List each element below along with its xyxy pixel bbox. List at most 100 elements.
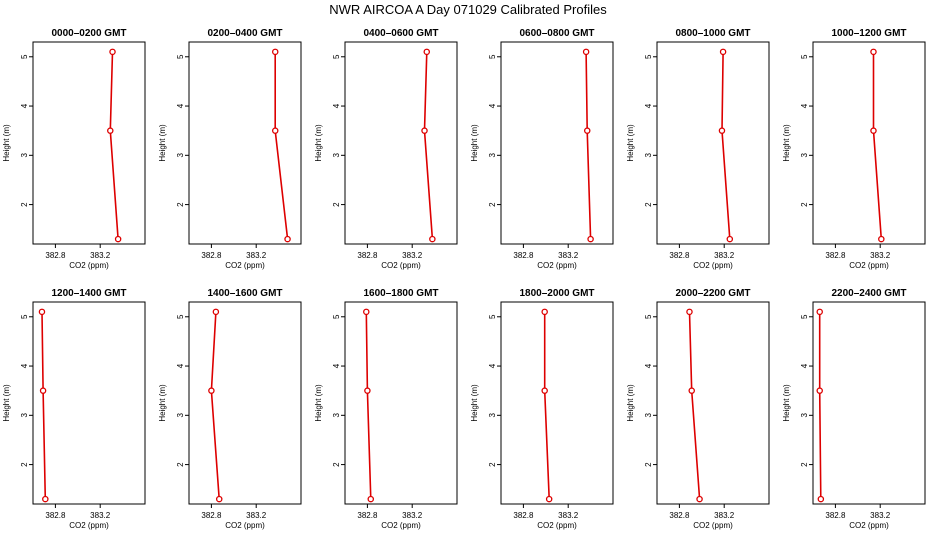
chart-title: 1400–1600 GMT <box>207 288 282 299</box>
profile-line <box>41 311 47 500</box>
profile-line <box>585 51 592 240</box>
profile-line <box>543 311 550 500</box>
y-tick-label: 2 <box>176 202 185 207</box>
data-point <box>718 127 726 134</box>
profile-line <box>365 311 372 500</box>
y-tick-label: 2 <box>20 462 29 467</box>
data-point <box>271 48 279 56</box>
y-axis-label: Height (m) <box>626 124 635 162</box>
y-tick-label: 3 <box>20 153 29 158</box>
y-tick-label: 5 <box>20 314 29 319</box>
chart-title: 1200–1400 GMT <box>51 288 126 299</box>
data-point <box>816 387 823 394</box>
plot-frame <box>344 301 458 505</box>
chart-title: 2000–2200 GMT <box>675 288 750 299</box>
chart-title: 2200–2400 GMT <box>831 288 906 299</box>
y-tick-label: 3 <box>800 153 809 158</box>
data-point <box>421 127 428 134</box>
x-axis-label: CO2 (ppm) <box>693 261 733 270</box>
x-tick-label: 383.2 <box>402 251 423 260</box>
plot-frame <box>500 41 614 245</box>
data-point <box>38 308 46 316</box>
x-tick-label: 383.2 <box>714 511 735 520</box>
x-axis-label: CO2 (ppm) <box>69 521 109 530</box>
y-tick-label: 3 <box>332 413 341 418</box>
y-tick-label: 2 <box>644 462 653 467</box>
y-axis-label: Height (m) <box>314 124 323 162</box>
y-tick-label: 4 <box>488 103 497 108</box>
y-tick-label: 2 <box>488 202 497 207</box>
x-tick-label: 383.2 <box>870 251 891 260</box>
data-point <box>878 235 885 243</box>
y-tick-label: 2 <box>644 202 653 207</box>
x-tick-label: 383.2 <box>246 511 267 520</box>
y-tick-label: 2 <box>176 462 185 467</box>
y-tick-label: 5 <box>800 54 809 59</box>
y-tick-label: 4 <box>332 363 341 368</box>
y-tick-label: 5 <box>488 54 497 59</box>
data-point <box>107 127 114 134</box>
y-tick-label: 5 <box>800 314 809 319</box>
y-tick-label: 2 <box>800 202 809 207</box>
plot-frame <box>656 41 770 245</box>
plot-frame <box>500 301 614 505</box>
y-axis-label: Height (m) <box>470 124 479 162</box>
profile-line <box>818 311 822 500</box>
data-point <box>686 308 693 316</box>
x-tick-label: 383.2 <box>90 511 111 520</box>
chart-title: 0600–0800 GMT <box>519 28 594 39</box>
x-tick-label: 382.8 <box>357 251 378 260</box>
y-tick-label: 3 <box>644 413 653 418</box>
y-tick-label: 3 <box>20 413 29 418</box>
x-tick-label: 382.8 <box>669 511 690 520</box>
data-point <box>367 495 375 503</box>
data-point <box>208 387 215 394</box>
x-axis-label: CO2 (ppm) <box>849 261 889 270</box>
plot-frame <box>32 301 146 505</box>
x-axis-label: CO2 (ppm) <box>381 521 421 530</box>
y-tick-label: 2 <box>20 202 29 207</box>
y-axis-label: Height (m) <box>626 384 635 422</box>
profile-line <box>109 51 119 240</box>
y-tick-label: 5 <box>176 54 185 59</box>
y-tick-label: 5 <box>644 314 653 319</box>
y-axis-label: Height (m) <box>782 124 791 162</box>
chart-title: 1000–1200 GMT <box>831 28 906 39</box>
profile-line <box>721 51 731 240</box>
data-point <box>583 127 591 134</box>
y-tick-label: 3 <box>488 413 497 418</box>
y-tick-label: 2 <box>800 462 809 467</box>
data-point <box>114 235 122 243</box>
y-tick-label: 4 <box>800 363 809 368</box>
data-point <box>817 495 825 503</box>
profile-line <box>423 51 434 240</box>
profile-line <box>274 51 289 240</box>
y-axis-label: Height (m) <box>314 384 323 422</box>
data-point <box>212 308 220 316</box>
y-tick-label: 2 <box>488 462 497 467</box>
x-tick-label: 382.8 <box>669 251 690 260</box>
x-tick-label: 382.8 <box>825 251 846 260</box>
y-tick-label: 5 <box>488 314 497 319</box>
y-axis-label: Height (m) <box>2 124 11 162</box>
y-tick-label: 5 <box>644 54 653 59</box>
data-point <box>726 235 734 243</box>
plot-frame <box>188 41 302 245</box>
x-axis-label: CO2 (ppm) <box>381 261 421 270</box>
chart-title: 0800–1000 GMT <box>675 28 750 39</box>
data-point <box>816 308 823 316</box>
profile-line <box>688 311 701 500</box>
y-axis-label: Height (m) <box>158 124 167 162</box>
x-tick-label: 383.2 <box>558 251 579 260</box>
plot-frame <box>344 41 458 245</box>
x-tick-label: 383.2 <box>714 251 735 260</box>
data-point <box>688 387 695 394</box>
